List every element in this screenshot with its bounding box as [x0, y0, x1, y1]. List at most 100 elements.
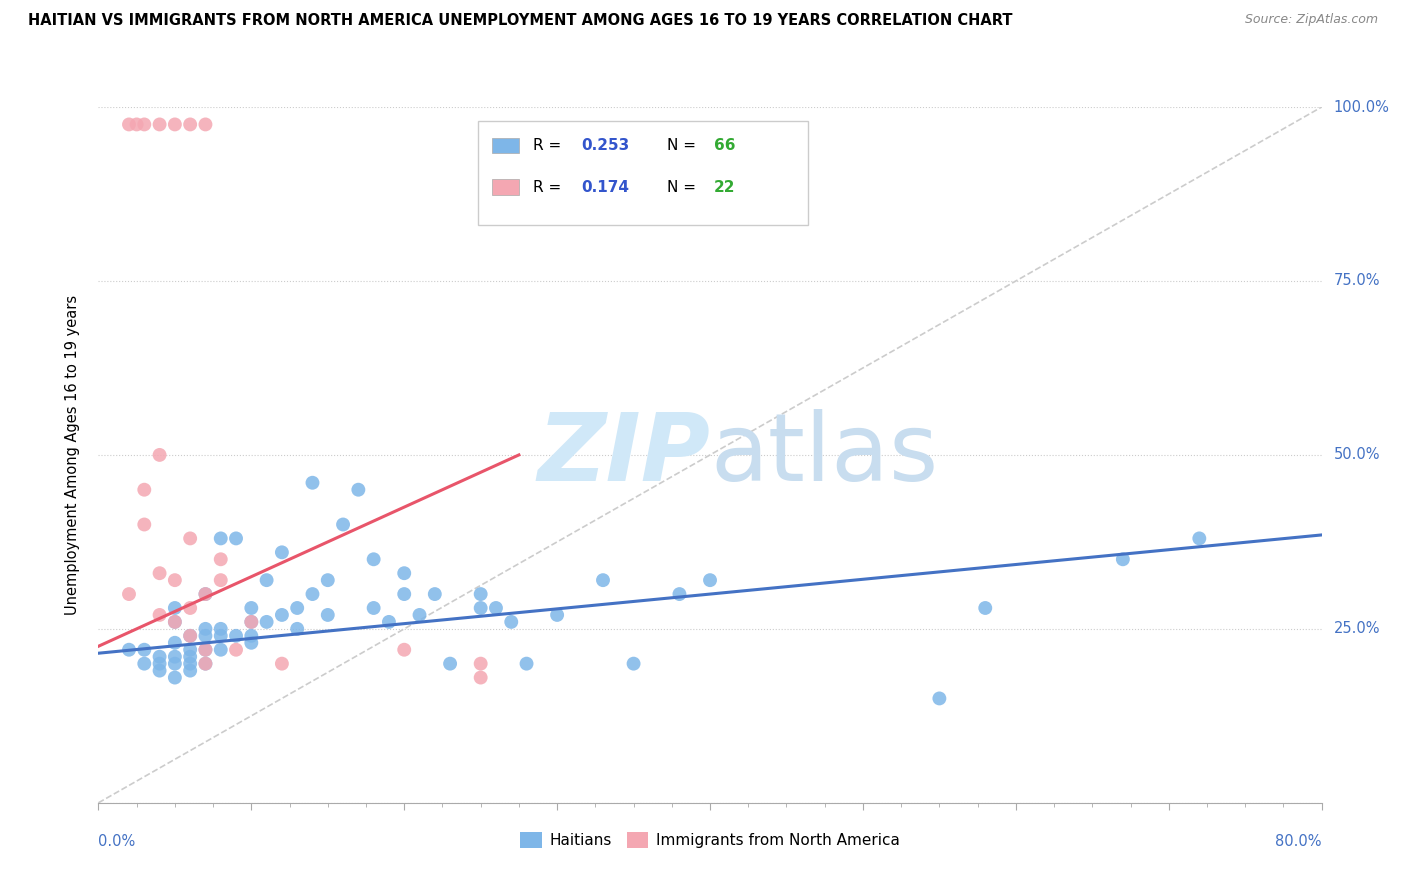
Point	[163, 615, 186, 629]
Point	[392, 642, 416, 657]
Point	[316, 573, 339, 587]
Point	[179, 664, 201, 678]
Point	[209, 532, 232, 546]
Text: 80.0%: 80.0%	[1275, 834, 1322, 849]
FancyBboxPatch shape	[492, 137, 519, 153]
Point	[149, 649, 172, 664]
Point	[194, 629, 217, 643]
Point	[240, 601, 263, 615]
Point	[592, 573, 614, 587]
Point	[209, 552, 232, 566]
Point	[179, 601, 201, 615]
Point	[194, 657, 217, 671]
Point	[363, 552, 385, 566]
Text: 22: 22	[714, 179, 735, 194]
Point	[149, 664, 172, 678]
Point	[179, 629, 201, 643]
Point	[301, 587, 323, 601]
Point	[439, 657, 461, 671]
Point	[163, 649, 186, 664]
Point	[179, 117, 201, 131]
Point	[240, 615, 263, 629]
Point	[285, 622, 308, 636]
Point	[134, 642, 156, 657]
FancyBboxPatch shape	[492, 179, 519, 194]
Point	[270, 657, 292, 671]
Text: atlas: atlas	[710, 409, 938, 501]
Point	[179, 649, 201, 664]
Point	[301, 475, 323, 490]
Point	[285, 601, 308, 615]
Point	[470, 587, 492, 601]
Point	[134, 657, 156, 671]
Point	[179, 657, 201, 671]
Point	[408, 607, 430, 622]
Point	[332, 517, 354, 532]
Point	[194, 642, 217, 657]
Point	[209, 573, 232, 587]
Point	[392, 566, 416, 581]
Point	[194, 622, 217, 636]
Point	[392, 587, 416, 601]
Point	[546, 607, 568, 622]
Text: 25.0%: 25.0%	[1334, 622, 1381, 636]
Point	[194, 587, 217, 601]
Text: 66: 66	[714, 137, 735, 153]
Point	[179, 532, 201, 546]
Point	[149, 448, 172, 462]
Text: R =: R =	[533, 179, 565, 194]
Point	[149, 566, 172, 581]
Point	[1112, 552, 1135, 566]
Text: R =: R =	[533, 137, 565, 153]
Point	[163, 601, 186, 615]
Point	[163, 671, 186, 685]
Point	[194, 587, 217, 601]
Point	[470, 601, 492, 615]
Point	[149, 657, 172, 671]
Point	[209, 622, 232, 636]
Text: N =: N =	[668, 179, 702, 194]
Point	[347, 483, 370, 497]
Point	[225, 629, 247, 643]
Point	[516, 657, 538, 671]
Text: 100.0%: 100.0%	[1334, 100, 1389, 114]
Point	[194, 657, 217, 671]
Text: 0.0%: 0.0%	[98, 834, 135, 849]
Point	[163, 117, 186, 131]
Point	[163, 573, 186, 587]
Point	[125, 117, 148, 131]
FancyBboxPatch shape	[478, 121, 808, 226]
Point	[134, 117, 156, 131]
Point	[270, 545, 292, 559]
Y-axis label: Unemployment Among Ages 16 to 19 years: Unemployment Among Ages 16 to 19 years	[65, 295, 80, 615]
Point	[699, 573, 721, 587]
Point	[118, 117, 141, 131]
Point	[485, 601, 508, 615]
Point	[179, 629, 201, 643]
Point	[378, 615, 401, 629]
Point	[225, 642, 247, 657]
Point	[134, 483, 156, 497]
Point	[149, 117, 172, 131]
Text: 75.0%: 75.0%	[1334, 274, 1381, 288]
Point	[209, 642, 232, 657]
Point	[118, 587, 141, 601]
Point	[163, 657, 186, 671]
Point	[256, 615, 278, 629]
Point	[928, 691, 950, 706]
Point	[470, 657, 492, 671]
Point	[316, 607, 339, 622]
Point	[225, 532, 247, 546]
Text: Source: ZipAtlas.com: Source: ZipAtlas.com	[1244, 13, 1378, 27]
Point	[163, 636, 186, 650]
Point	[623, 657, 645, 671]
Point	[363, 601, 385, 615]
Text: 0.174: 0.174	[582, 179, 630, 194]
Point	[256, 573, 278, 587]
Point	[240, 629, 263, 643]
Text: ZIP: ZIP	[537, 409, 710, 501]
Point	[470, 671, 492, 685]
Point	[668, 587, 690, 601]
Point	[501, 615, 523, 629]
Point	[240, 615, 263, 629]
